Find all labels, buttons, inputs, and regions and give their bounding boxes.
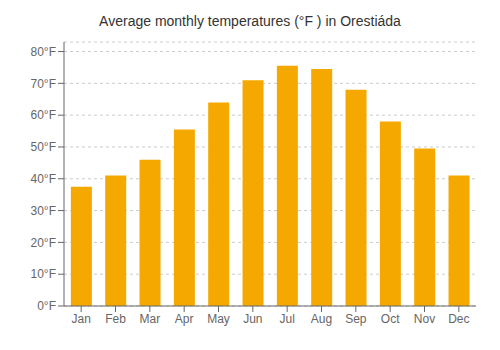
svg-text:20°F: 20°F bbox=[31, 236, 56, 250]
svg-text:40°F: 40°F bbox=[31, 172, 56, 186]
svg-text:Sep: Sep bbox=[345, 312, 367, 326]
svg-text:Jul: Jul bbox=[279, 312, 294, 326]
svg-text:Nov: Nov bbox=[414, 312, 435, 326]
svg-text:Mar: Mar bbox=[139, 312, 160, 326]
html-text:Average monthly temperatures (: Average monthly temperatures (°F ) in Or… bbox=[99, 13, 401, 29]
svg-text:80°F: 80°F bbox=[31, 45, 56, 59]
svg-text:30°F: 30°F bbox=[31, 204, 56, 218]
svg-text:60°F: 60°F bbox=[31, 108, 56, 122]
svg-text:Feb: Feb bbox=[105, 312, 126, 326]
svg-text:May: May bbox=[207, 312, 230, 326]
svg-text:Dec: Dec bbox=[448, 312, 469, 326]
svg-text:Oct: Oct bbox=[381, 312, 400, 326]
svg-text:70°F: 70°F bbox=[31, 77, 56, 91]
svg-text:Aug: Aug bbox=[311, 312, 332, 326]
svg-text:Jan: Jan bbox=[71, 312, 90, 326]
svg-text:Apr: Apr bbox=[175, 312, 194, 326]
svg-text:0°F: 0°F bbox=[37, 299, 56, 313]
svg-text:50°F: 50°F bbox=[31, 140, 56, 154]
svg-text:10°F: 10°F bbox=[31, 267, 56, 281]
svg-text:Jun: Jun bbox=[243, 312, 262, 326]
